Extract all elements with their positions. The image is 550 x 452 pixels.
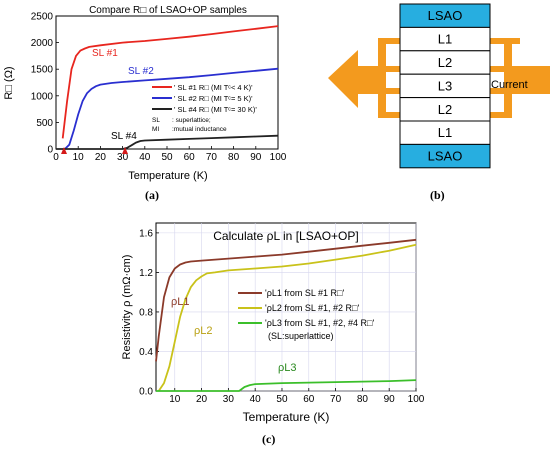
chart-a-ylabel: R□ (Ω) <box>3 66 15 99</box>
y-tick-label: 2500 <box>31 12 54 23</box>
current-arrow <box>328 38 550 118</box>
x-tick-label: 10 <box>169 394 181 405</box>
legend-c-item-3: 'ρL3 from SL #1, #2, #4 R□' <box>265 318 374 328</box>
layer-label: L1 <box>438 125 452 140</box>
x-tick-label: 30 <box>117 152 129 163</box>
legend-c: 'ρL1 from SL #1 R□' 'ρL2 from SL #1, #2 … <box>238 288 374 341</box>
legend-a-item-2: ' SL #2 R□ (MI Tᶜ= 5 K)' <box>174 94 253 103</box>
x-tick-label: 90 <box>384 394 396 405</box>
legend-a-item-1: ' SL #1 R□ (MI Tᶜ< 4 K)' <box>174 83 253 92</box>
x-tick-label: 80 <box>228 152 240 163</box>
current-label: Current <box>491 79 528 91</box>
note-key-sl: SL <box>152 117 160 124</box>
series-line-2 <box>157 243 417 392</box>
tc-marker-sl1 <box>61 147 67 154</box>
y-tick-label: 1000 <box>31 91 54 102</box>
x-tick-label: 60 <box>184 152 196 163</box>
series-line-3 <box>156 379 417 392</box>
label-rho-l2: ρL2 <box>194 325 213 337</box>
legend-a: ' SL #1 R□ (MI Tᶜ< 4 K)' ' SL #2 R□ (MI … <box>152 83 257 133</box>
label-sl4: SL #4 <box>111 131 137 142</box>
chart-c-ylabel: Resistivity ρ (mΩ·cm) <box>121 255 133 360</box>
chart-c-title: Calculate ρL in [LSAO+OP] <box>213 229 358 243</box>
x-tick-label: 50 <box>276 394 288 405</box>
x-tick-label: 70 <box>330 394 342 405</box>
chart-c: 10 20 30 40 50 60 70 80 90 100 0.0 0.4 0.8 1.2 1.6 Cal… <box>121 222 425 424</box>
chart-c-xlabel: Temperature (K) <box>243 410 330 424</box>
y-tick-label: 0.8 <box>139 307 153 318</box>
x-tick-label: 20 <box>95 152 107 163</box>
x-tick-label: 40 <box>250 394 262 405</box>
layer-label: LSAO <box>428 8 463 23</box>
y-tick-label: 0.4 <box>139 347 153 358</box>
series-line-1 <box>61 25 279 139</box>
y-tick-label: 1.6 <box>139 228 153 239</box>
x-tick-label: 90 <box>250 152 262 163</box>
x-tick-label: 80 <box>357 394 369 405</box>
x-tick-label: 70 <box>206 152 218 163</box>
note-text-sl: : superlattice; <box>172 117 211 124</box>
y-tick-label: 500 <box>36 118 53 129</box>
substrate-layer <box>399 143 491 169</box>
plot-frame-c <box>155 222 417 392</box>
legend-a-item-3: ' SL #4 R□ (MI Tᶜ= 30 K)' <box>174 105 257 114</box>
y-tick-label: 2000 <box>31 38 54 49</box>
chart-a-xlabel: Temperature (K) <box>128 170 207 182</box>
chart-a: 0 10 20 30 40 50 60 70 80 90 100050010001500200025… <box>3 5 287 182</box>
tc-marker-sl4 <box>122 147 128 154</box>
note-key-mi: MI <box>152 126 159 133</box>
chart-a-title: Compare R□ of LSAO+OP samples <box>89 5 247 16</box>
caption-a: (a) <box>145 188 159 202</box>
y-tick-label: 1.2 <box>139 268 153 279</box>
caption-c: (c) <box>262 432 276 446</box>
legend-c-item-1: 'ρL1 from SL #1 R□' <box>265 288 344 298</box>
layer-label: L3 <box>438 78 452 93</box>
series-line-3 <box>56 134 279 150</box>
x-tick-label: 20 <box>196 394 208 405</box>
note-text-mi: :mutual inductance <box>172 126 227 133</box>
caption-b: (b) <box>430 188 445 202</box>
x-tick-label: 10 <box>73 152 85 163</box>
legend-c-note: (SL:superlattice) <box>268 331 334 341</box>
layer-label: L1 <box>438 32 452 47</box>
layer-label: L2 <box>438 102 452 117</box>
label-sl2: SL #2 <box>128 66 154 77</box>
y-tick-label: 1500 <box>31 65 54 76</box>
legend-c-item-2: 'ρL2 from SL #1, #2 R□' <box>265 303 359 313</box>
series-line-1 <box>155 238 417 362</box>
x-tick-label: 0 <box>53 152 59 163</box>
y-tick-label: 0 <box>47 145 53 156</box>
layer-label: L2 <box>438 55 452 70</box>
x-tick-label: 60 <box>303 394 315 405</box>
x-tick-label: 30 <box>223 394 235 405</box>
layer-diagram: LSAO L1 L2 L3 L2 L1 LSAO Current <box>328 3 550 169</box>
x-tick-label: 100 <box>408 394 425 405</box>
series-line-2 <box>64 67 279 150</box>
x-tick-label: 50 <box>161 152 173 163</box>
x-tick-label: 40 <box>139 152 151 163</box>
label-rho-l1: ρL1 <box>171 296 190 308</box>
label-rho-l3: ρL3 <box>278 362 297 374</box>
x-tick-label: 100 <box>270 152 287 163</box>
layer-label: LSAO <box>428 149 463 164</box>
y-tick-label: 0.0 <box>139 387 153 398</box>
label-sl1: SL #1 <box>92 48 118 59</box>
